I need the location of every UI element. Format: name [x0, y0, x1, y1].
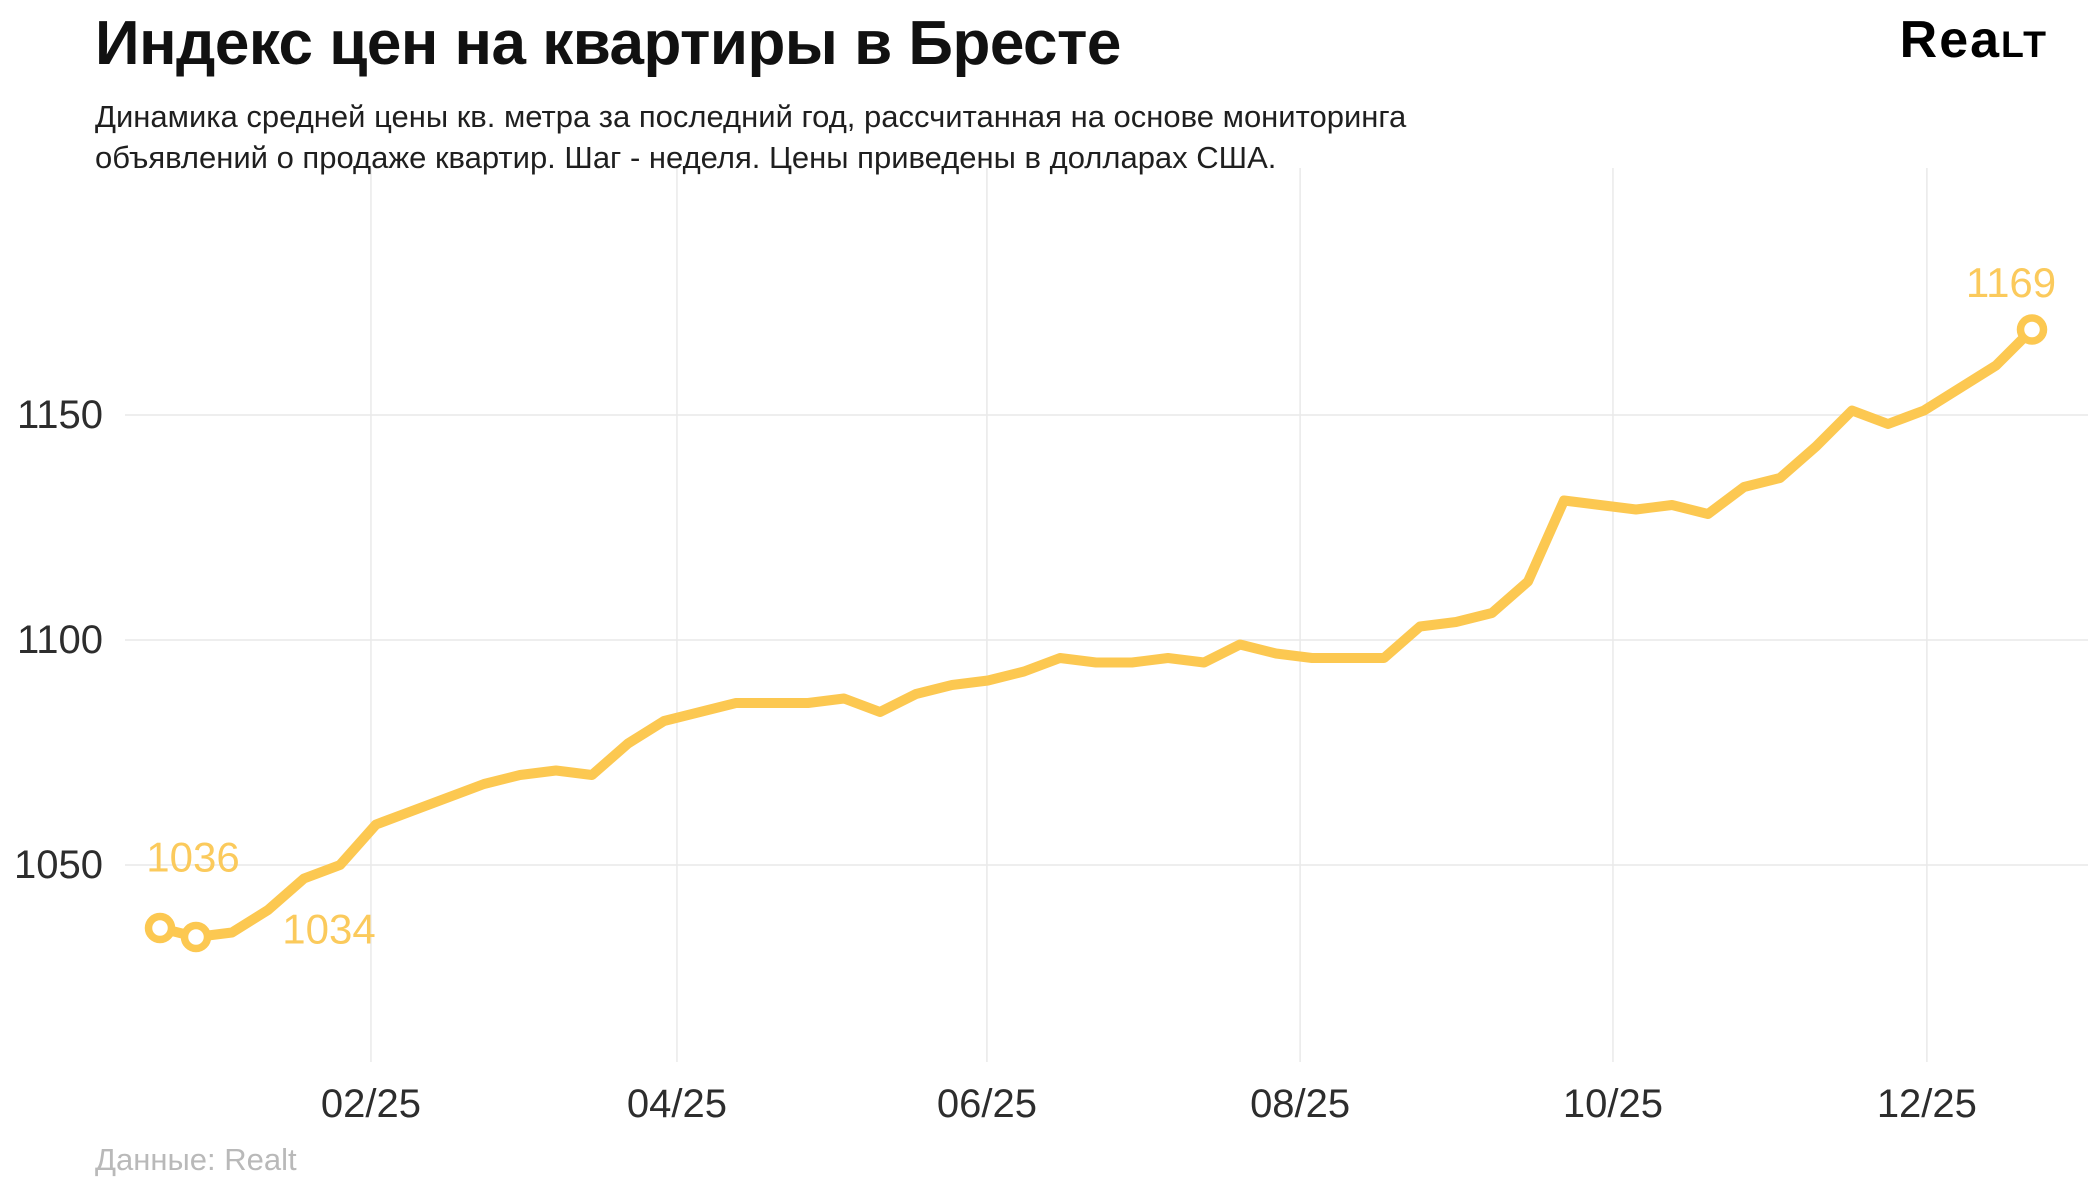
data-source-label: Данные: Realt: [95, 1142, 297, 1177]
x-axis-label-02-25: 02/25: [321, 1082, 421, 1126]
data-point-marker-52: [2016, 314, 2048, 345]
realt-logo: ReaLT: [1900, 10, 2048, 70]
data-point-marker-0: [144, 912, 176, 944]
x-axis-label-08-25: 08/25: [1250, 1082, 1350, 1126]
y-axis-label-1100: 1100: [17, 618, 103, 662]
point-value-label-1036: 1036: [146, 834, 239, 881]
x-axis-label-12-25: 12/25: [1877, 1082, 1977, 1126]
chart-subtitle: Динамика средней цены кв. метра за после…: [95, 96, 1406, 178]
point-value-label-1034: 1034: [282, 906, 375, 953]
logo-letters-ea: ea: [1939, 11, 2002, 69]
subtitle-line-2: объявлений о продаже квартир. Шаг - неде…: [95, 140, 1277, 175]
subtitle-line-1: Динамика средней цены кв. метра за после…: [95, 99, 1407, 134]
y-axis-label-1150: 1150: [17, 393, 103, 437]
x-axis-label-10-25: 10/25: [1563, 1082, 1663, 1126]
x-axis-label-04-25: 04/25: [627, 1082, 727, 1126]
logo-letters-lt: LT: [2001, 23, 2048, 65]
logo-letter-r: R: [1899, 11, 1940, 69]
price-line-series: [155, 324, 2037, 942]
x-axis-label-06-25: 06/25: [937, 1082, 1037, 1126]
point-value-label-1169: 1169: [1966, 259, 2056, 306]
y-axis-label-1050: 1050: [14, 843, 103, 887]
data-point-marker-1: [180, 921, 212, 953]
page-title: Индекс цен на квартиры в Бресте: [95, 9, 1121, 78]
